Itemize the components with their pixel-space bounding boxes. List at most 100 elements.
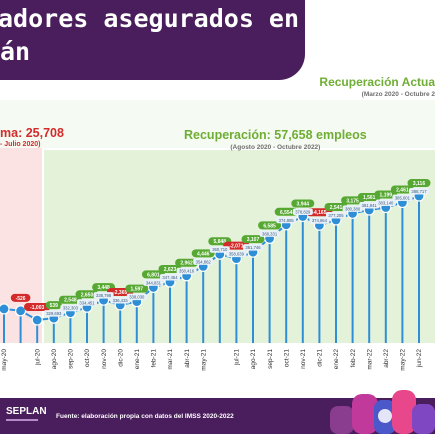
loss-title: ma: 25,708 xyxy=(0,126,64,140)
change-label: -2,365 xyxy=(113,290,127,296)
change-label: 539 xyxy=(50,303,59,309)
decorative-shapes xyxy=(330,390,435,434)
value-label: 350,416 xyxy=(179,269,195,274)
x-tick-label: oct-20 xyxy=(84,349,91,367)
value-badge xyxy=(193,258,214,265)
value-badge xyxy=(392,194,413,201)
value-badge xyxy=(292,208,313,215)
value-badge xyxy=(309,217,330,224)
data-point xyxy=(31,314,43,326)
value-badge xyxy=(60,304,81,312)
value-label: 344,831 xyxy=(146,280,162,285)
change-label: 1,597 xyxy=(131,287,144,293)
change-label: 3,448 xyxy=(97,285,110,291)
value-badge xyxy=(126,293,147,301)
x-tick-label: feb-21 xyxy=(151,349,158,368)
value-badge xyxy=(226,250,247,258)
change-badge xyxy=(241,235,265,244)
x-tick-label: nov-20 xyxy=(101,349,108,369)
value-label: 354,862 xyxy=(196,259,212,264)
value-badge xyxy=(375,199,396,206)
value-badge xyxy=(409,188,429,195)
change-badge xyxy=(390,185,414,194)
change-label: -526 xyxy=(16,296,26,302)
change-label: 2,650 xyxy=(81,292,94,298)
x-tick-label: ago-20 xyxy=(51,349,58,370)
change-label: 2,623 xyxy=(164,267,177,273)
value-badge xyxy=(93,292,114,299)
change-badge xyxy=(407,179,431,187)
value-label: 336,433 xyxy=(113,298,129,303)
x-tick-label: jun-22 xyxy=(416,349,423,368)
recovery-label: Recuperación: 57,658 empleos (Agosto 202… xyxy=(184,128,367,151)
value-label: 374,664 xyxy=(312,218,328,223)
value-badge xyxy=(209,246,230,253)
change-label: 1,199 xyxy=(380,192,393,198)
data-point xyxy=(0,303,10,315)
loss-label: ma: 25,708 - Julio 2020) xyxy=(0,126,64,148)
value-badge xyxy=(243,244,263,251)
change-label: 2,541 xyxy=(330,205,343,211)
value-label: 378,829 xyxy=(295,209,311,214)
x-tick-label: abr-22 xyxy=(383,349,390,368)
value-label: 381,941 xyxy=(362,203,378,208)
value-badge xyxy=(176,267,197,275)
value-label: 338,798 xyxy=(96,293,112,298)
value-label: 368,331 xyxy=(262,231,278,236)
x-tick-label: jul-21 xyxy=(234,349,241,366)
x-tick-label: sep-20 xyxy=(68,349,75,369)
x-tick-label: ene-21 xyxy=(134,349,141,370)
x-tick-label: oct-21 xyxy=(283,349,290,367)
change-label: -1,003 xyxy=(30,305,44,311)
change-label: 1,561 xyxy=(363,195,376,201)
change-label: 2,962 xyxy=(180,261,193,267)
current-recovery-label: Recuperación Actua (Marzo 2020 - Octubre… xyxy=(319,75,435,98)
value-label: 361,746 xyxy=(245,245,261,250)
change-label: 3,175 xyxy=(346,198,359,204)
title-banner: adores asegurados en án xyxy=(0,0,305,80)
change-badge xyxy=(45,301,62,310)
change-badge xyxy=(58,295,82,304)
value-label: 347,454 xyxy=(162,275,178,280)
change-badge xyxy=(324,203,348,212)
x-tick-label: mar-21 xyxy=(167,349,174,370)
seplan-logo: SEPLAN xyxy=(6,406,47,417)
value-badge xyxy=(259,230,280,237)
change-badge xyxy=(141,270,165,279)
change-label: 2,461 xyxy=(396,187,409,193)
value-badge xyxy=(326,212,346,219)
change-badge xyxy=(24,303,51,311)
value-label: 374,885 xyxy=(279,218,295,223)
x-tick-label: dic-20 xyxy=(117,349,124,367)
value-label: 329,693 xyxy=(46,311,62,316)
value-label: 377,205 xyxy=(328,213,344,218)
x-tick-label: jul-20 xyxy=(34,349,41,366)
page-title: adores asegurados en án xyxy=(0,4,300,66)
value-label: 334,451 xyxy=(79,300,95,305)
value-badge xyxy=(342,205,363,212)
change-label: 6,801 xyxy=(147,272,160,278)
current-recovery-area xyxy=(0,100,435,148)
value-badge xyxy=(276,216,297,224)
value-badge xyxy=(77,299,97,306)
value-badge xyxy=(110,296,131,304)
change-label: 3,116 xyxy=(413,181,425,187)
change-label: 5,848 xyxy=(214,239,227,245)
change-badge xyxy=(10,293,31,302)
change-badge xyxy=(291,199,315,208)
footer-bar: SEPLAN Fuente: elaboración propia con da… xyxy=(0,390,435,434)
x-tick-label: may-22 xyxy=(400,349,407,371)
change-label: -4,165 xyxy=(312,210,326,216)
value-badge xyxy=(359,201,380,209)
current-recovery-period: (Marzo 2020 - Octubre 2 xyxy=(361,91,435,98)
x-tick-label: dic-21 xyxy=(317,349,324,367)
value-badge xyxy=(143,279,164,286)
x-tick-label: mar-22 xyxy=(366,349,373,370)
x-tick-label: feb-22 xyxy=(350,349,357,368)
change-badge xyxy=(374,190,398,199)
change-badge xyxy=(75,290,99,299)
change-badge xyxy=(125,284,149,293)
x-tick-label: may-20 xyxy=(1,349,8,371)
change-label: 3,107 xyxy=(247,237,260,243)
